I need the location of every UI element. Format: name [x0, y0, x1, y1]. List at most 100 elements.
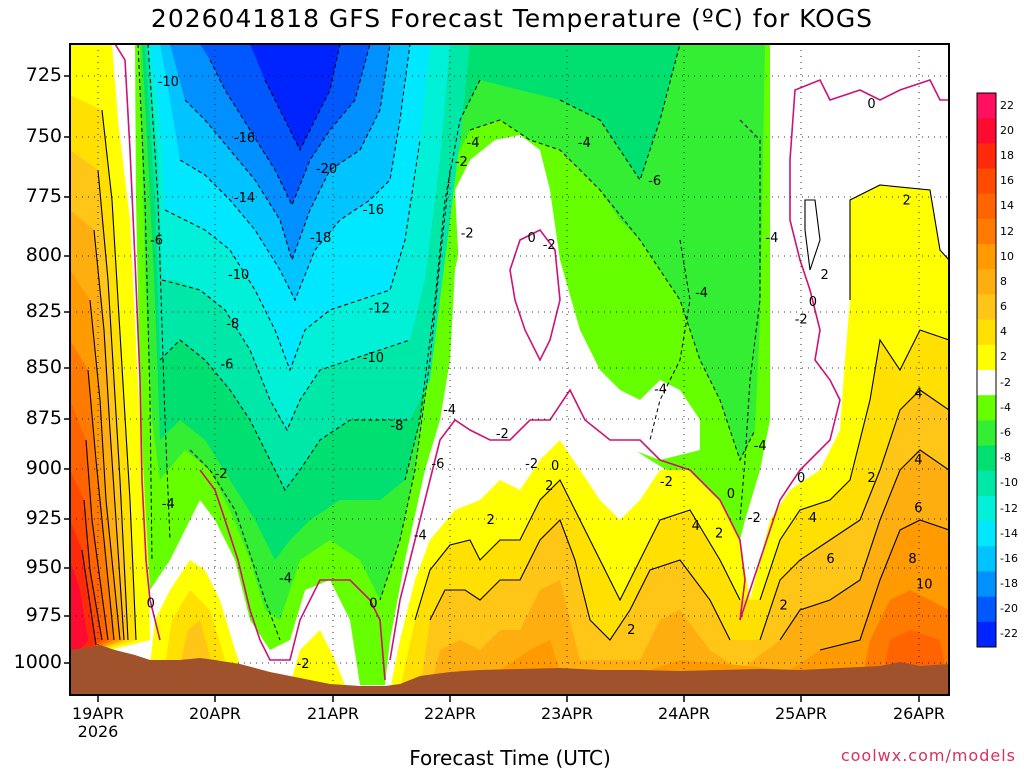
contour-label: 0 [147, 597, 155, 612]
warm-pocket-21apr [290, 630, 345, 685]
colorbar-label: 8 [1000, 274, 1007, 288]
contour-label: -4 [754, 439, 767, 454]
y-tick-850: 850 [25, 356, 62, 378]
contour-label: -10 [158, 75, 179, 90]
contour-label: -2 [455, 155, 468, 170]
contour-label: -4 [695, 286, 708, 301]
colorbar-swatch [977, 143, 996, 170]
contour-label: 2 [867, 471, 875, 486]
contour-label: -4 [765, 231, 778, 246]
y-tick-800: 800 [25, 244, 62, 266]
contour-label: 0 [369, 597, 377, 612]
contour-label: -4 [443, 403, 456, 418]
contour-label: -18 [310, 231, 331, 246]
near-zero-pocket [455, 135, 700, 460]
contour-label: 0 [797, 471, 805, 486]
contour-label: 8 [908, 552, 916, 567]
colorbar-swatch [977, 269, 996, 295]
colorbar-label: -4 [1000, 400, 1011, 414]
colorbar-label: 10 [1000, 249, 1014, 263]
contour-label: -10 [363, 351, 384, 366]
colorbar-swatch [977, 370, 996, 396]
colorbar-swatch [977, 93, 996, 119]
colorbar-swatch [977, 470, 996, 497]
grid-lines [70, 44, 949, 695]
y-tick-825: 825 [25, 300, 62, 322]
zero-isotherm-1 [114, 44, 386, 681]
colorbar-label: 6 [1000, 300, 1007, 314]
contour-label: 6 [914, 501, 922, 516]
colorbar-label: 16 [1000, 174, 1014, 188]
contour-label: 2 [715, 527, 723, 542]
contour-label: -2 [297, 657, 310, 672]
colorbar-swatch [977, 395, 996, 421]
contour-label: 2 [903, 193, 911, 208]
colorbar-label: -10 [1000, 476, 1018, 490]
credit-link[interactable]: coolwx.com/models [840, 746, 1016, 765]
colorbar-swatch [977, 420, 996, 447]
colorbar-swatch [977, 445, 996, 472]
contour-label: 6 [826, 552, 834, 567]
colorbar-swatch [977, 319, 996, 346]
axis-ticks [64, 75, 920, 702]
contour-label: 2 [779, 598, 787, 613]
contour-label: -16 [234, 131, 255, 146]
x-tick-25apr: 25APR [774, 704, 828, 723]
contour-label: 0 [727, 487, 735, 502]
contour-label: -2 [543, 238, 556, 253]
colorbar-swatch [977, 521, 996, 547]
colorbar-label: 18 [1000, 148, 1014, 162]
contour-label: 2 [627, 623, 635, 638]
contour-label: -14 [234, 191, 255, 206]
contour-label: -8 [390, 419, 403, 434]
terrain [70, 645, 949, 695]
warm-pocket-20apr-6 [180, 620, 212, 665]
warm-contours [81, 109, 949, 651]
x-tick-23apr: 23APR [540, 704, 594, 723]
colorbar-label: -8 [1000, 451, 1011, 465]
y-tick-775: 775 [25, 185, 62, 207]
contour-label: -4 [414, 529, 427, 544]
x-tick-21apr: 21APR [306, 704, 360, 723]
contour-label: -2 [215, 467, 228, 482]
contour-label: -6 [220, 358, 233, 373]
colorbar-label: -18 [1000, 577, 1018, 591]
plot-frame [69, 43, 950, 696]
contour-labels: -10-16-20-14-16-18-6-10-12-8-10-6-8-6-2-… [147, 75, 933, 672]
contour-label: -4 [162, 497, 175, 512]
contour-label: 10 [916, 577, 933, 592]
colorbar-label: -16 [1000, 551, 1018, 565]
colorbar-swatch [977, 495, 996, 522]
colorbar-label: -20 [1000, 602, 1018, 616]
colorbar-label: -14 [1000, 526, 1018, 540]
contour-label: -20 [316, 162, 337, 177]
colorbar-swatch [977, 621, 996, 648]
colorbar-label: 12 [1000, 224, 1014, 238]
colorbar-swatch [977, 168, 996, 195]
zero-isotherm-3 [509, 228, 561, 362]
x-tick-19apr: 19APR [71, 704, 125, 723]
colorbar-label: 22 [1000, 98, 1014, 112]
contour-label: -12 [369, 302, 390, 317]
warm-band-right-8 [430, 450, 949, 690]
contour-label: 4 [692, 519, 700, 534]
colorbar-label: -2 [1000, 375, 1011, 389]
contour-label: 4 [809, 511, 817, 526]
colorbar-label: 14 [1000, 199, 1014, 213]
contour-label: -8 [226, 317, 239, 332]
contour-label: -4 [578, 136, 591, 151]
contour-label: -2 [525, 457, 538, 472]
contour-label: -10 [228, 268, 249, 283]
contour-label: 2 [820, 268, 828, 283]
colorbar-label: -6 [1000, 425, 1011, 439]
contour-label: 0 [551, 459, 559, 474]
cold-band-minus20 [250, 44, 340, 150]
colorbar-swatch [977, 344, 996, 371]
colorbar-swatch [977, 294, 996, 321]
colorbar-label: 4 [1000, 325, 1007, 339]
contour-label: -2 [660, 475, 673, 490]
colorbar-swatch [977, 571, 996, 598]
y-tick-1000: 1000 [13, 651, 62, 673]
colorbar-swatch [977, 193, 996, 220]
